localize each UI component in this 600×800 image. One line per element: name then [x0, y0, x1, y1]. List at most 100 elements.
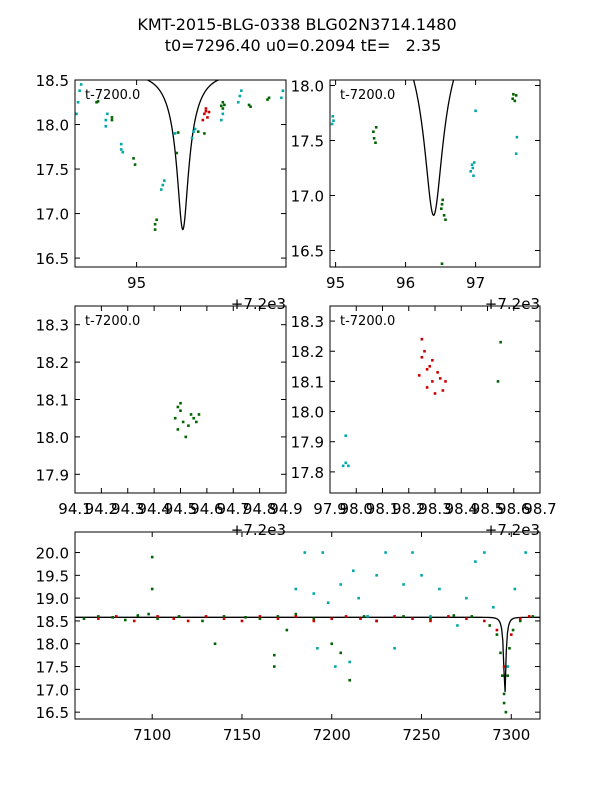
panel-middle-left: 94.194.294.394.494.594.694.794.894.9 17.9…	[36, 305, 303, 539]
data-point-cyan	[492, 605, 495, 609]
data-point-red	[509, 633, 513, 636]
y-tick-label: 18.1	[291, 373, 324, 391]
y-tick-label: 17.5	[36, 659, 69, 677]
data-point-green	[195, 420, 198, 424]
x-tick-label: 98.7	[523, 500, 556, 518]
data-point-green	[220, 104, 223, 108]
data-point-cyan	[344, 461, 348, 465]
data-point-green	[511, 628, 515, 632]
plot-area	[330, 80, 519, 265]
data-point-red	[312, 619, 316, 623]
data-point-green	[276, 615, 280, 618]
data-point-green	[502, 692, 506, 696]
data-point-green	[173, 416, 177, 420]
data-point-red	[433, 392, 437, 395]
data-point-red	[425, 386, 429, 389]
data-point-red	[420, 337, 424, 341]
data-point-red	[258, 615, 262, 618]
data-point-cyan	[474, 109, 477, 113]
data-point-green	[197, 413, 201, 416]
x-tick-label: 95	[326, 274, 345, 292]
x-tick-label: 98.6	[497, 500, 530, 518]
data-point-red	[429, 619, 432, 623]
x-tick-label: 94.3	[111, 500, 144, 518]
data-point-red	[132, 619, 136, 623]
data-point-cyan	[483, 551, 486, 554]
data-point-cyan	[331, 115, 335, 118]
y-tick-label: 17.8	[291, 464, 324, 482]
data-point-green	[429, 617, 432, 620]
panel-bottom: 7100 7150 7200 7250 7300 16.5 17.0 17.5 18.0 18.5…	[36, 531, 541, 744]
data-point-green	[440, 207, 443, 210]
data-point-green	[189, 413, 193, 416]
x-tick-label: 7150	[223, 726, 261, 744]
data-point-cyan	[344, 434, 348, 437]
data-point-green	[97, 615, 100, 618]
data-point-red	[465, 617, 468, 620]
data-point-red	[172, 617, 176, 620]
data-point-cyan	[339, 583, 343, 586]
figure-title-line-1: KMT-2015-BLG-0338 BLG02N3714.1480	[137, 15, 456, 34]
data-point-green	[339, 651, 343, 655]
data-point-green	[177, 615, 181, 618]
data-point-green	[294, 612, 298, 616]
x-offset-label: +7.2e3	[231, 295, 286, 313]
data-point-green	[440, 262, 444, 265]
data-point-green	[150, 555, 154, 559]
data-point-green	[222, 615, 226, 618]
data-point-cyan	[121, 150, 125, 154]
data-point-green	[441, 198, 444, 202]
data-point-green	[531, 615, 535, 618]
y-tick-label: 17.0	[36, 681, 69, 699]
x-tick-label: 98.3	[418, 500, 451, 518]
plot-area	[341, 337, 502, 468]
y-tick-label: 19.5	[36, 567, 69, 585]
data-point-cyan	[75, 112, 78, 116]
x-tick-label: 98.4	[445, 500, 478, 518]
x-tick-label: 98.2	[392, 500, 425, 518]
data-point-cyan	[294, 587, 298, 591]
data-point-cyan	[515, 135, 519, 139]
data-point-cyan	[472, 174, 475, 177]
data-point-green	[506, 674, 509, 677]
x-offset-label: +7.2e3	[485, 295, 540, 313]
data-point-cyan	[312, 592, 316, 595]
data-point-cyan	[456, 624, 459, 627]
x-tick-label: 97.9	[313, 500, 346, 518]
data-point-cyan	[161, 183, 165, 187]
data-point-red	[330, 617, 334, 620]
y-tick-label: 17.5	[291, 133, 324, 151]
panel-annotation: t-7200.0	[85, 314, 140, 329]
y-tick-label: 20.0	[36, 545, 69, 563]
data-point-green	[179, 401, 182, 405]
data-point-green	[133, 163, 137, 166]
panel-annotation: t-7200.0	[340, 88, 395, 103]
data-point-cyan	[347, 464, 350, 468]
data-point-red	[393, 615, 396, 618]
data-point-red	[97, 617, 100, 620]
data-point-green	[512, 93, 515, 96]
data-point-cyan	[326, 601, 330, 604]
data-point-cyan	[438, 587, 441, 591]
data-point-cyan	[357, 596, 360, 600]
x-tick-label: 94.5	[164, 500, 197, 518]
panel-annotation: t-7200.0	[340, 314, 395, 329]
y-tick-label: 17.0	[291, 188, 324, 206]
y-tick-label: 18.2	[291, 343, 324, 361]
axes-frame	[329, 79, 541, 268]
model-curve	[145, 80, 220, 231]
x-tick-label: 7100	[133, 726, 171, 744]
y-tick-label: 17.9	[36, 466, 69, 484]
data-point-red	[425, 368, 429, 371]
data-point-red	[483, 619, 486, 623]
data-point-cyan	[240, 89, 243, 92]
x-tick-label: 94.9	[269, 500, 302, 518]
data-point-cyan	[402, 583, 405, 586]
data-point-green	[221, 100, 225, 104]
data-point-cyan	[471, 166, 475, 170]
y-tick-label: 17.5	[36, 161, 69, 179]
y-tick-label: 17.0	[36, 206, 69, 224]
data-point-green	[518, 619, 522, 623]
data-point-cyan	[79, 83, 83, 86]
